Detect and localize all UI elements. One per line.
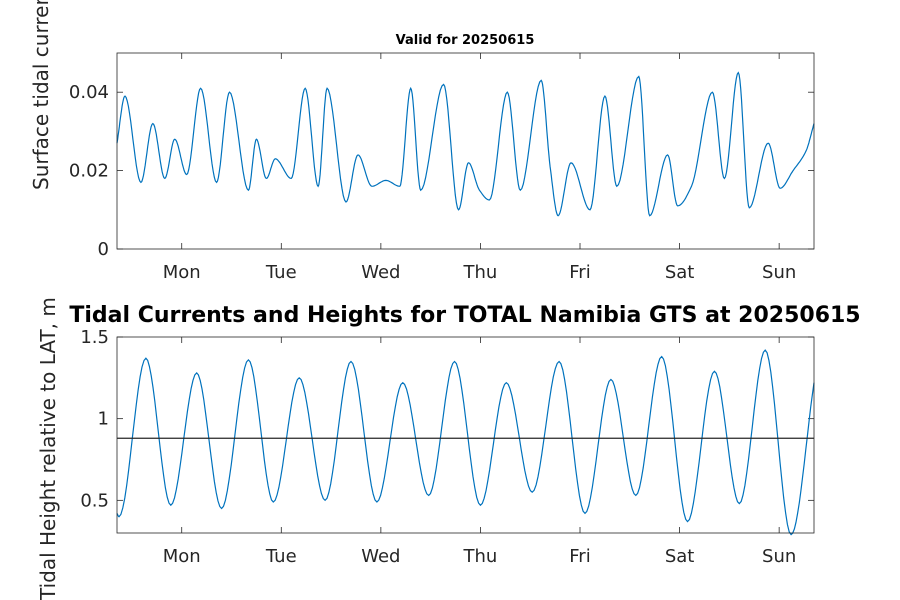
- tidal-height-xtick-label: Thu: [463, 546, 498, 567]
- tidal-height-ylabel: Tidal Height relative to LAT, m: [36, 297, 60, 600]
- tidal-height-ytick-label: 0.5: [80, 490, 109, 511]
- tidal-height-xtick-label: Mon: [163, 546, 201, 567]
- current-speed-xtick-label: Thu: [463, 262, 498, 283]
- current-speed-ytick-label: 0: [98, 239, 109, 260]
- current-speed-ylabel: Surface tidal current speed, kn: [29, 0, 53, 190]
- current-speed-axes-box: [116, 52, 815, 250]
- tidal-height-plot: 0.5 1 1.5 Mon Tue Wed Thu Fri Sat Sun Tidal Heigh…: [36, 297, 861, 600]
- current-speed-xtick-label: Wed: [361, 262, 400, 283]
- current-speed-ytick-label: 0.02: [69, 161, 109, 182]
- current-speed-xtick-label: Fri: [569, 262, 590, 283]
- current-speed-ytick-label: 0.04: [69, 82, 109, 103]
- current-speed-xtick-label: Mon: [163, 262, 201, 283]
- current-speed-xtick-label: Tue: [265, 262, 297, 283]
- current-speed-plot: Valid for 20250615 0 0.02 0.04 Mon Tue Wed Thu…: [29, 0, 815, 283]
- tidal-height-series-line: [116, 349, 815, 536]
- current-speed-ticks: 0 0.02 0.04 Mon Tue Wed Thu Fri Sat Sun: [69, 53, 814, 283]
- tidal-height-ticks: 0.5 1 1.5 Mon Tue Wed Thu Fri Sat Sun: [80, 327, 814, 567]
- tidal-height-xtick-label: Fri: [569, 546, 590, 567]
- tidal-height-xtick-label: Wed: [361, 546, 400, 567]
- current-speed-title: Valid for 20250615: [396, 33, 535, 48]
- tidal-height-axes-box: [116, 336, 815, 534]
- tidal-height-xtick-label: Sat: [665, 546, 695, 567]
- tidal-height-ytick-label: 1: [98, 409, 109, 430]
- tidal-height-xtick-label: Sun: [762, 546, 796, 567]
- current-speed-xtick-label: Sat: [665, 262, 695, 283]
- tidal-height-title: Tidal Currents and Heights for TOTAL Nam…: [69, 303, 860, 328]
- current-speed-series-line: [116, 71, 815, 217]
- tidal-height-xtick-label: Tue: [265, 546, 297, 567]
- current-speed-xtick-label: Sun: [762, 262, 796, 283]
- tidal-height-ytick-label: 1.5: [80, 327, 109, 348]
